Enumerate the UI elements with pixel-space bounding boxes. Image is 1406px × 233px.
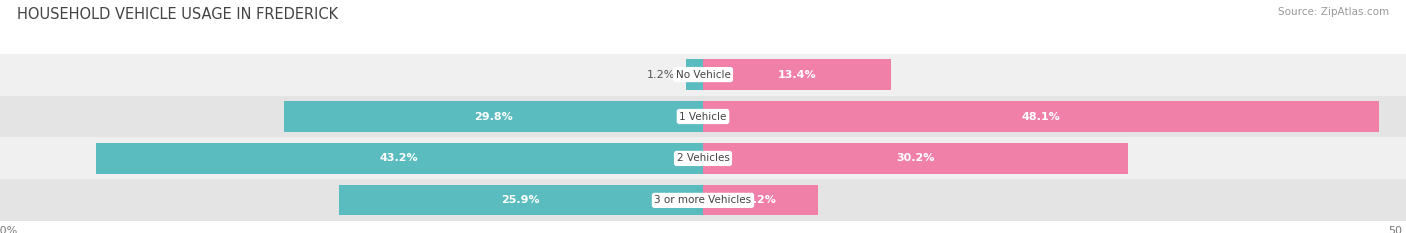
Bar bbox=[96, 143, 703, 174]
Bar bbox=[686, 59, 703, 90]
Text: 48.1%: 48.1% bbox=[1022, 112, 1060, 121]
Bar bbox=[284, 101, 703, 132]
Text: 2 Vehicles: 2 Vehicles bbox=[676, 154, 730, 163]
Bar bbox=[703, 185, 818, 216]
Text: 13.4%: 13.4% bbox=[778, 70, 817, 79]
Bar bbox=[703, 143, 1128, 174]
Text: No Vehicle: No Vehicle bbox=[675, 70, 731, 79]
Text: HOUSEHOLD VEHICLE USAGE IN FREDERICK: HOUSEHOLD VEHICLE USAGE IN FREDERICK bbox=[17, 7, 337, 22]
Bar bbox=[0, 179, 1406, 221]
Text: 43.2%: 43.2% bbox=[380, 154, 419, 163]
Text: 3 or more Vehicles: 3 or more Vehicles bbox=[654, 195, 752, 205]
Text: 25.9%: 25.9% bbox=[502, 195, 540, 205]
Bar bbox=[703, 59, 891, 90]
Bar bbox=[0, 137, 1406, 179]
Text: 30.2%: 30.2% bbox=[896, 154, 935, 163]
Bar bbox=[0, 96, 1406, 137]
Text: Source: ZipAtlas.com: Source: ZipAtlas.com bbox=[1278, 7, 1389, 17]
Bar bbox=[703, 101, 1379, 132]
Text: 8.2%: 8.2% bbox=[745, 195, 776, 205]
Bar bbox=[0, 54, 1406, 96]
Text: 1.2%: 1.2% bbox=[647, 70, 675, 79]
Text: 29.8%: 29.8% bbox=[474, 112, 513, 121]
Bar bbox=[339, 185, 703, 216]
Text: 1 Vehicle: 1 Vehicle bbox=[679, 112, 727, 121]
